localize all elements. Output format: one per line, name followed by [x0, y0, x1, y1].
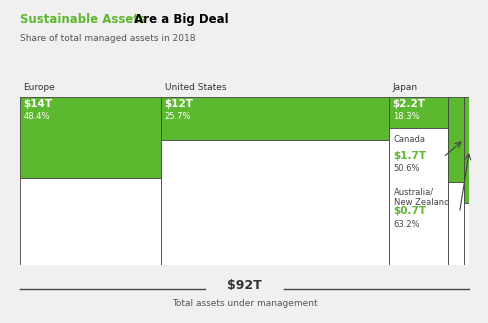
Text: $92T: $92T: [226, 279, 262, 292]
Text: Australia/
New Zealand: Australia/ New Zealand: [393, 188, 448, 207]
Text: 48.4%: 48.4%: [23, 112, 50, 121]
Bar: [463, 97, 468, 203]
Bar: [20, 178, 161, 265]
Bar: [20, 97, 161, 178]
Text: Are a Big Deal: Are a Big Deal: [129, 13, 228, 26]
Text: Canada: Canada: [393, 135, 425, 144]
Bar: [161, 97, 388, 140]
Text: 25.7%: 25.7%: [164, 112, 191, 121]
Bar: [463, 203, 468, 265]
Text: Total assets under management: Total assets under management: [171, 299, 317, 308]
Text: $0.7T: $0.7T: [393, 206, 426, 216]
Bar: [388, 97, 447, 128]
Text: Sustainable Assets: Sustainable Assets: [20, 13, 145, 26]
Text: Europe: Europe: [23, 83, 55, 92]
Text: $1.7T: $1.7T: [393, 151, 426, 161]
Text: 50.6%: 50.6%: [393, 164, 419, 173]
Text: $14T: $14T: [23, 99, 52, 109]
Bar: [447, 97, 463, 182]
Text: 18.3%: 18.3%: [392, 112, 418, 121]
Bar: [161, 140, 388, 265]
Text: Japan: Japan: [392, 83, 417, 92]
Text: United States: United States: [164, 83, 226, 92]
Bar: [447, 182, 463, 265]
Text: $2.2T: $2.2T: [392, 99, 425, 109]
Text: $12T: $12T: [164, 99, 193, 109]
Text: Share of total managed assets in 2018: Share of total managed assets in 2018: [20, 34, 195, 43]
Bar: [388, 128, 447, 265]
Text: 63.2%: 63.2%: [393, 220, 419, 228]
